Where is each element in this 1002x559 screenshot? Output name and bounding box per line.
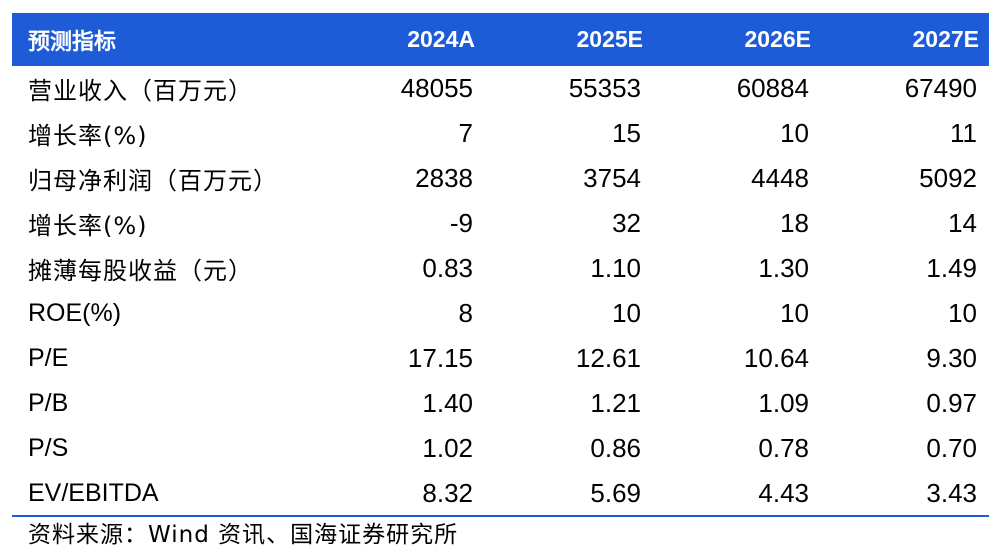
table-cell: 8: [458, 298, 473, 328]
table-cell: 7: [458, 118, 473, 148]
table-cell: 0.97: [926, 388, 977, 418]
table-cell: 3.43: [821, 471, 989, 517]
table-cell: -9: [449, 208, 473, 238]
table-cell: 5092: [919, 163, 977, 193]
header-cell-2025e: 2025E: [576, 26, 643, 52]
row-label: P/E: [28, 344, 69, 372]
table-cell: 3754: [583, 163, 641, 193]
row-label: 归母净利润（百万元）: [28, 167, 278, 195]
table-body: 营业收入（百万元） 48055 55353 60884 67490 增长率(%)…: [12, 66, 989, 517]
header-cell-2024a: 2024A: [407, 26, 475, 52]
table-row: 营业收入（百万元） 48055 55353 60884 67490: [12, 66, 989, 111]
table-cell: 1.40: [422, 388, 473, 418]
table-cell: 5.69: [485, 471, 653, 517]
table-cell: 60884: [736, 73, 809, 103]
header-cell-indicator: 预测指标: [28, 29, 117, 55]
row-label: P/B: [28, 389, 69, 417]
header-cell-2026e: 2026E: [744, 26, 811, 52]
table-cell: 0.83: [422, 253, 473, 283]
row-label: 增长率(%): [28, 212, 148, 240]
table-cell: 1.09: [758, 388, 809, 418]
table-cell: 12.61: [575, 343, 641, 373]
table-cell: 1.21: [590, 388, 641, 418]
table-cell: 10: [612, 298, 641, 328]
row-label: ROE(%): [28, 299, 122, 327]
table-cell: 32: [612, 208, 641, 238]
table-cell: 9.30: [926, 343, 977, 373]
table-cell: 8.32: [317, 471, 485, 517]
source-note: 资料来源：Wind 资讯、国海证券研究所: [28, 522, 459, 548]
table-cell: 14: [948, 208, 977, 238]
table-cell: 10: [780, 118, 809, 148]
table-row: 归母净利润（百万元） 2838 3754 4448 5092: [12, 156, 989, 201]
row-label: 增长率(%): [28, 122, 148, 150]
table-row: P/E 17.15 12.61 10.64 9.30: [12, 336, 989, 381]
table-cell: 15: [612, 118, 641, 148]
table-cell: 4.43: [653, 471, 821, 517]
table-cell: 1.49: [926, 253, 977, 283]
table-row: 增长率(%) -9 32 18 14: [12, 201, 989, 246]
table-cell: 4448: [751, 163, 809, 193]
forecast-table: 预测指标 2024A 2025E 2026E 2027E 营业收入（百万元） 4…: [12, 13, 989, 517]
header-cell-2027e: 2027E: [912, 26, 979, 52]
row-label: EV/EBITDA: [12, 471, 317, 517]
forecast-table-container: 预测指标 2024A 2025E 2026E 2027E 营业收入（百万元） 4…: [12, 13, 989, 517]
table-cell: 18: [780, 208, 809, 238]
table-cell: 55353: [568, 73, 641, 103]
row-label: 营业收入（百万元）: [28, 77, 253, 105]
table-cell: 48055: [400, 73, 473, 103]
table-cell: 0.86: [590, 433, 641, 463]
table-cell: 1.30: [758, 253, 809, 283]
table-cell: 0.70: [926, 433, 977, 463]
header-row: 预测指标 2024A 2025E 2026E 2027E: [12, 13, 989, 66]
table-row: 增长率(%) 7 15 10 11: [12, 111, 989, 156]
table-cell: 10: [780, 298, 809, 328]
table-cell: 17.15: [407, 343, 473, 373]
table-cell: 1.10: [590, 253, 641, 283]
table-cell: 1.02: [422, 433, 473, 463]
table-row: EV/EBITDA 8.32 5.69 4.43 3.43: [12, 471, 989, 517]
table-cell: 10.64: [743, 343, 809, 373]
row-label: 摊薄每股收益（元）: [28, 257, 253, 285]
table-row: 摊薄每股收益（元） 0.83 1.10 1.30 1.49: [12, 246, 989, 291]
table-cell: 2838: [415, 163, 473, 193]
table-header: 预测指标 2024A 2025E 2026E 2027E: [12, 13, 989, 66]
table-cell: 10: [948, 298, 977, 328]
table-row: P/B 1.40 1.21 1.09 0.97: [12, 381, 989, 426]
row-label: P/S: [28, 434, 69, 462]
table-cell: 67490: [904, 73, 977, 103]
table-cell: 0.78: [758, 433, 809, 463]
table-row: ROE(%) 8 10 10 10: [12, 291, 989, 336]
table-cell: 11: [950, 118, 977, 148]
table-row: P/S 1.02 0.86 0.78 0.70: [12, 426, 989, 471]
